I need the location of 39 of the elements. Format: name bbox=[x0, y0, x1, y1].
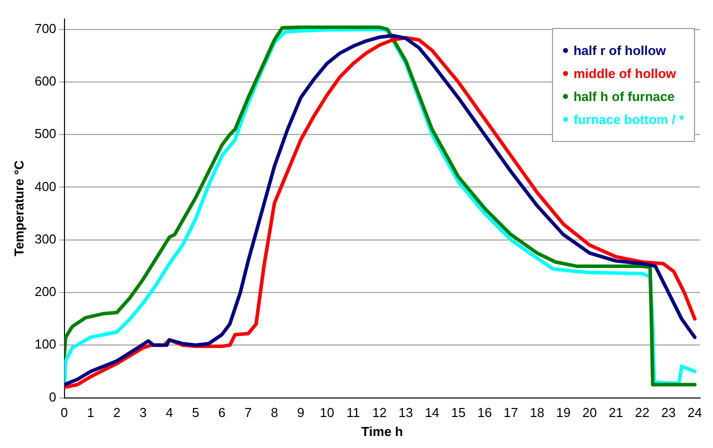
legend-label: half h of furnace bbox=[573, 89, 675, 104]
x-tick-label: 23 bbox=[661, 405, 676, 420]
x-tick-label: 14 bbox=[424, 405, 440, 420]
x-tick-label: 13 bbox=[398, 405, 414, 420]
x-tick-label: 22 bbox=[634, 405, 650, 420]
y-tick-label: 0 bbox=[49, 389, 56, 404]
legend-label: furnace bottom / * bbox=[573, 112, 684, 127]
x-axis-title: Time h bbox=[361, 424, 404, 439]
y-tick-label: 700 bbox=[34, 20, 56, 36]
x-tick-label: 21 bbox=[608, 405, 624, 420]
x-tick-label: 4 bbox=[166, 405, 173, 420]
legend-label: middle of hollow bbox=[573, 66, 676, 81]
x-tick-label: 7 bbox=[244, 405, 252, 420]
y-tick-label: 500 bbox=[34, 126, 56, 142]
legend-label: half r of hollow bbox=[573, 43, 666, 58]
y-tick-label: 600 bbox=[34, 74, 56, 89]
x-tick-label: 15 bbox=[451, 405, 466, 420]
x-tick-label: 19 bbox=[556, 405, 571, 420]
x-tick-label: 6 bbox=[218, 405, 226, 420]
x-tick-label: 5 bbox=[192, 405, 200, 420]
x-tick-label: 12 bbox=[372, 405, 387, 420]
x-tick-label: 8 bbox=[270, 405, 278, 420]
x-tick-label: 11 bbox=[346, 405, 360, 420]
x-tick-label: 3 bbox=[139, 405, 147, 420]
x-tick-label: 2 bbox=[113, 405, 120, 420]
y-tick-label: 100 bbox=[34, 336, 56, 352]
x-tick-label: 18 bbox=[530, 405, 544, 420]
x-tick-label: 9 bbox=[297, 405, 304, 420]
x-tick-label: 24 bbox=[688, 405, 702, 420]
x-tick-label: 16 bbox=[477, 405, 492, 420]
x-tick-label: 17 bbox=[504, 405, 518, 420]
y-tick-label: 200 bbox=[34, 284, 56, 300]
x-tick-label: 0 bbox=[60, 405, 68, 420]
x-tick-label: 1 bbox=[86, 405, 94, 420]
y-tick-label: 300 bbox=[34, 231, 56, 246]
y-tick-label: 400 bbox=[34, 178, 56, 194]
x-tick-label: 20 bbox=[582, 405, 597, 420]
y-axis-title: Temperature °C bbox=[11, 160, 26, 256]
x-tick-label: 10 bbox=[320, 405, 334, 420]
